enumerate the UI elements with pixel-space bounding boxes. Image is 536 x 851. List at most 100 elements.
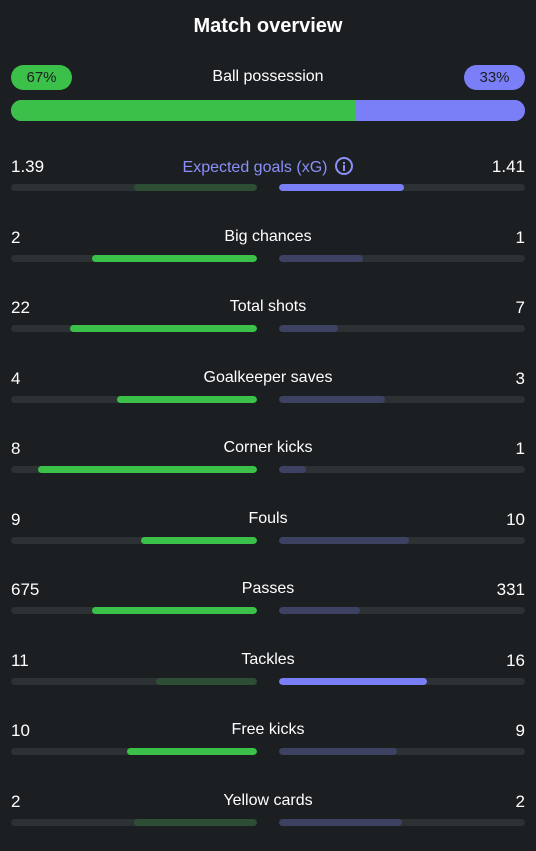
home-stat-value: 2 — [11, 792, 21, 811]
panel-title: Match overview — [193, 15, 343, 37]
home-stat-value: 22 — [11, 298, 30, 317]
home-stat-bar-fill — [126, 748, 257, 755]
home-stat-value: 4 — [11, 369, 21, 388]
away-stat-bar-fill — [279, 396, 385, 403]
stat-row: 9 Fouls 10 — [11, 510, 525, 550]
home-stat-bar-fill — [134, 819, 257, 826]
stat-label: Goalkeeper saves — [11, 369, 525, 387]
stat-label-text: Yellow cards — [223, 792, 313, 809]
away-stat-value: 16 — [506, 651, 525, 670]
away-stat-value: 9 — [515, 721, 525, 740]
home-stat-value: 11 — [11, 651, 29, 670]
stat-label: Fouls — [11, 510, 525, 528]
away-stat-bar-fill — [279, 255, 363, 262]
away-possession-badge: 33% — [464, 65, 525, 90]
home-stat-bar-fill — [92, 607, 257, 614]
stat-label[interactable]: Expected goals (xG) — [11, 157, 525, 177]
stat-label-text: Total shots — [229, 298, 307, 315]
home-stat-bar-fill — [116, 396, 257, 403]
stat-row: 8 Corner kicks 1 — [11, 439, 525, 479]
stat-label-text: Expected goals (xG) — [182, 159, 328, 176]
away-stat-bar-fill — [279, 466, 307, 473]
away-stat-bar-fill — [279, 184, 405, 191]
away-stat-value: 2 — [515, 792, 525, 811]
possession-label: Ball possession — [212, 68, 324, 85]
stat-label: Corner kicks — [11, 439, 525, 457]
home-stat-bar — [11, 325, 257, 332]
stat-row: 675 Passes 331 — [11, 580, 525, 620]
home-stat-bar — [11, 255, 257, 262]
stat-label: Big chances — [11, 228, 525, 246]
stat-label: Yellow cards — [11, 792, 525, 810]
stat-row: 1.39 Expected goals (xG) 1.41 — [11, 157, 525, 197]
stat-row: 4 Goalkeeper saves 3 — [11, 369, 525, 409]
stat-label: Tackles — [11, 651, 525, 669]
away-stat-bar-fill — [279, 325, 339, 332]
stat-row: 10 Free kicks 9 — [11, 721, 525, 761]
home-possession-badge: 67% — [11, 65, 72, 90]
away-stat-bar — [279, 748, 525, 755]
home-stat-value: 675 — [11, 580, 40, 599]
stat-label-text: Free kicks — [231, 721, 305, 738]
possession-bar-away — [355, 100, 525, 121]
away-stat-value: 1 — [515, 228, 525, 247]
stat-label-text: Corner kicks — [223, 439, 313, 456]
home-stat-value: 8 — [11, 439, 21, 458]
away-stat-bar — [279, 819, 525, 826]
home-stat-value: 10 — [11, 721, 30, 740]
home-stat-bar — [11, 396, 257, 403]
possession-bar-home — [11, 100, 356, 121]
away-stat-value: 7 — [515, 298, 525, 317]
home-stat-bar — [11, 819, 257, 826]
away-stat-value: 1.41 — [491, 157, 525, 176]
away-stat-value: 331 — [496, 580, 525, 599]
stat-label-text: Passes — [241, 580, 295, 597]
away-stat-value: 1 — [515, 439, 525, 458]
away-stat-value: 3 — [515, 369, 525, 388]
away-stat-value: 10 — [506, 510, 525, 529]
home-stat-value: 1.39 — [11, 157, 45, 176]
away-stat-bar-fill — [279, 748, 398, 755]
away-stat-bar-fill — [279, 678, 427, 685]
home-stat-bar-fill — [92, 255, 257, 262]
home-stat-bar — [11, 748, 257, 755]
away-stat-bar — [279, 466, 525, 473]
home-stat-bar-fill — [141, 537, 257, 544]
home-stat-bar — [11, 537, 257, 544]
away-stat-bar — [279, 678, 525, 685]
stat-row: 2 Big chances 1 — [11, 228, 525, 268]
stat-row: 11 Tackles 16 — [11, 651, 525, 691]
home-stat-bar — [11, 184, 257, 191]
home-stat-bar-fill — [70, 325, 257, 332]
home-stat-bar-fill — [134, 184, 257, 191]
stat-row: 22 Total shots 7 — [11, 298, 525, 338]
away-stat-bar-fill — [279, 607, 361, 614]
stat-row: 2 Yellow cards 2 — [11, 792, 525, 832]
away-stat-bar — [279, 607, 525, 614]
stat-label: Free kicks — [11, 721, 525, 739]
away-stat-bar — [279, 255, 525, 262]
possession-header: 67% Ball possession 33% — [11, 65, 525, 91]
home-stat-bar-fill — [38, 466, 257, 473]
away-stat-bar — [279, 184, 525, 191]
away-stat-bar — [279, 396, 525, 403]
home-stat-bar — [11, 607, 257, 614]
away-stat-bar — [279, 325, 525, 332]
possession-bar — [11, 100, 525, 121]
home-stat-bar-fill — [156, 678, 257, 685]
stat-label-text: Fouls — [248, 510, 288, 527]
home-stat-value: 2 — [11, 228, 21, 247]
info-icon[interactable] — [335, 157, 354, 175]
away-stat-bar — [279, 537, 525, 544]
away-stat-bar-fill — [279, 537, 410, 544]
stat-label-text: Goalkeeper saves — [203, 369, 333, 386]
home-stat-value: 9 — [11, 510, 21, 529]
stat-label: Passes — [11, 580, 525, 598]
away-stat-bar-fill — [279, 819, 402, 826]
home-stat-bar — [11, 678, 257, 685]
stat-label-text: Tackles — [241, 651, 295, 668]
home-stat-bar — [11, 466, 257, 473]
stat-label: Total shots — [11, 298, 525, 316]
stat-label-text: Big chances — [224, 228, 312, 245]
